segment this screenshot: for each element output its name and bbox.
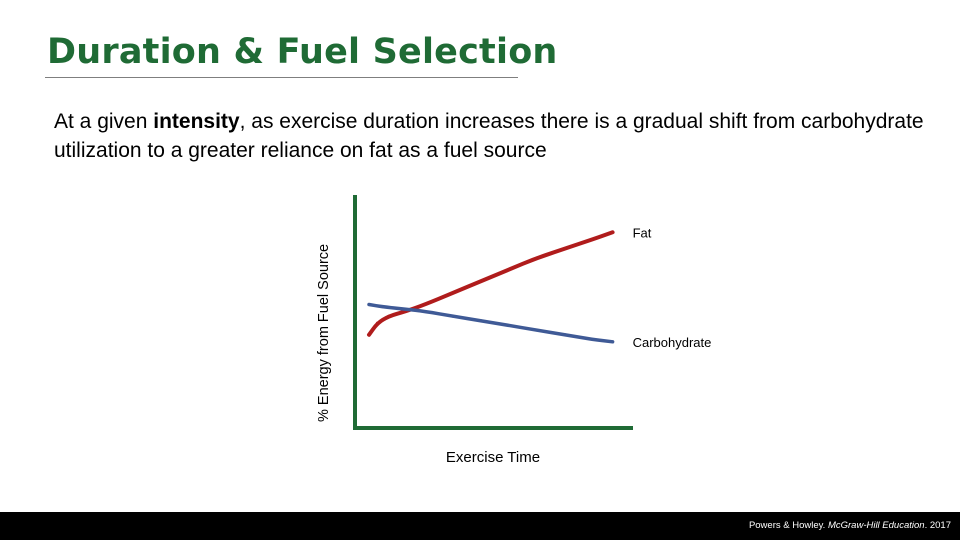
data-point-carbohydrate-3	[423, 310, 427, 313]
data-point-fat-9	[563, 247, 567, 251]
credit-year: . 2017	[924, 520, 951, 531]
subtitle-text-end: , as exercise duration increases there i…	[54, 110, 924, 162]
data-point-fat-4	[423, 303, 427, 306]
slide-title: Duration & Fuel Selection	[47, 32, 558, 72]
credit-publisher: McGraw-Hill Education	[827, 520, 925, 531]
data-point-carbohydrate-8	[563, 333, 567, 337]
data-point-carbohydrate-7	[535, 328, 539, 332]
series-line-fat	[367, 230, 615, 337]
x-axis-label: Exercise Time	[446, 449, 540, 466]
series-layer	[367, 230, 615, 344]
source-credit: Powers & Howley. McGraw-Hill Education. …	[749, 520, 951, 531]
data-point-fat-7	[507, 268, 511, 272]
data-point-fat-11	[611, 230, 615, 234]
series-label-layer: Fat Carbohydrate	[633, 225, 712, 349]
data-point-fat-1	[375, 321, 379, 325]
subtitle-emphasis: intensity	[153, 110, 240, 133]
subtitle-text-start: At a given	[54, 110, 154, 133]
series-label-fat: Fat	[633, 225, 652, 240]
data-point-carbohydrate-5	[479, 319, 483, 323]
data-point-fat-0	[367, 333, 371, 337]
series-label-carbohydrate: Carbohydrate	[633, 335, 712, 350]
footer-bar: Powers & Howley. McGraw-Hill Education. …	[0, 512, 960, 540]
fuel-selection-chart: % Energy from Fuel Source Exercise Time …	[316, 195, 712, 466]
data-point-carbohydrate-4	[451, 314, 455, 318]
data-point-carbohydrate-0	[367, 303, 371, 306]
slide-subtitle: At a given intensity, as exercise durati…	[54, 107, 934, 165]
credit-authors: Powers & Howley.	[748, 520, 828, 531]
data-point-carbohydrate-1	[381, 305, 385, 309]
data-point-carbohydrate-2	[403, 307, 407, 311]
data-point-fat-6	[479, 279, 483, 283]
series-line-carbohydrate	[367, 302, 615, 344]
title-underline	[45, 77, 518, 78]
data-point-fat-5	[451, 291, 455, 295]
data-point-fat-10	[591, 237, 595, 241]
data-point-carbohydrate-10	[611, 340, 615, 344]
data-point-fat-2	[387, 314, 391, 318]
y-axis-label: % Energy from Fuel Source	[316, 244, 332, 422]
data-point-carbohydrate-9	[591, 338, 595, 341]
data-point-carbohydrate-6	[507, 324, 511, 327]
data-point-fat-8	[535, 256, 539, 260]
